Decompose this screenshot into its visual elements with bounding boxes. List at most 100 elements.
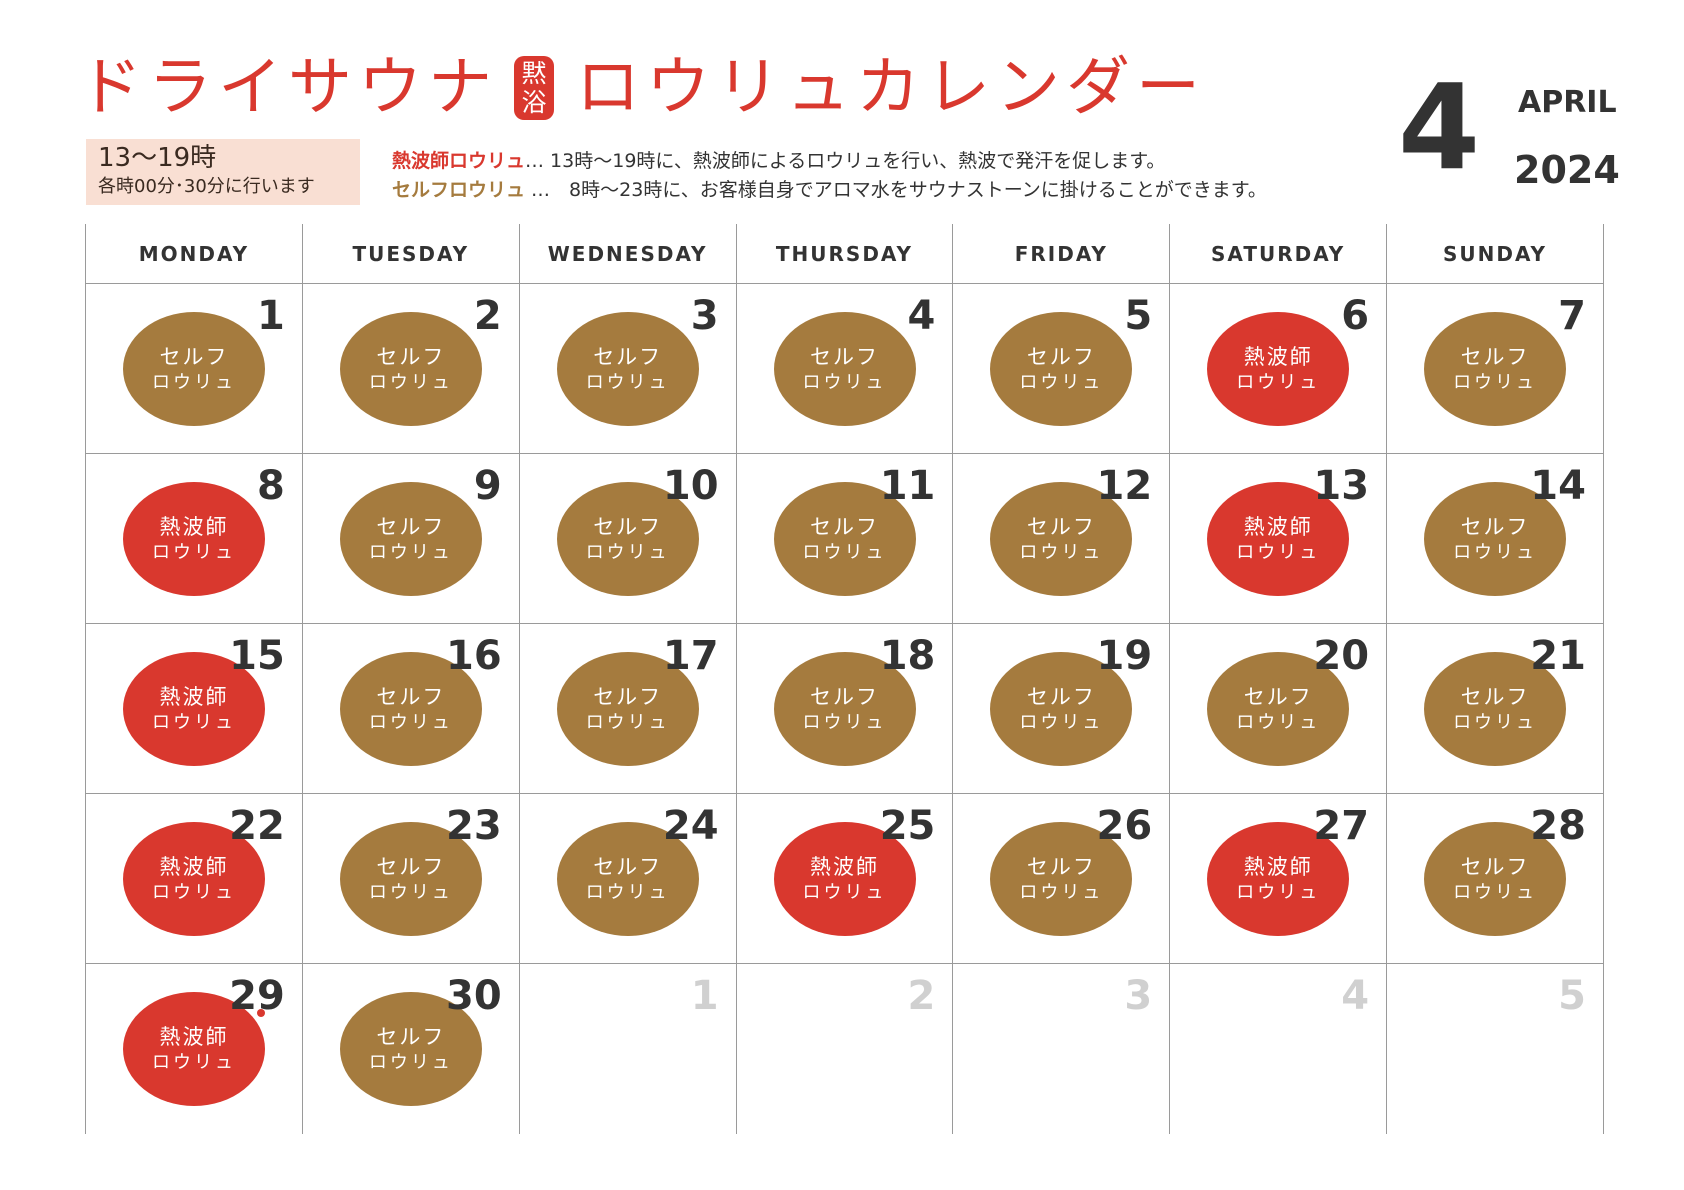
day-cell: 3 [953,964,1171,1134]
marker-label-line2: ロウリュ [152,712,236,733]
day-cell: セルフ ロウリュ 1 [86,284,303,454]
marker-label-line1: セルフ [1460,345,1530,369]
day-number: 27 [1313,803,1370,849]
weekday-header: WEDNESDAY [519,224,737,284]
marker-label-line2: ロウリュ [585,542,670,563]
self-loyly-marker: セルフ ロウリュ [339,312,482,426]
time-info-box: 13〜19時 各時00分･30分に行います [86,139,360,205]
day-number: 14 [1530,463,1586,509]
day-number: 21 [1530,633,1586,679]
marker-label-line1: セルフ [593,515,663,539]
day-number: 4 [907,293,936,339]
day-number: 11 [879,463,936,509]
day-cell: セルフ ロウリュ 23 [302,794,520,964]
marker-label-line2: ロウリュ [1019,712,1104,733]
heat-master-loyly-marker: 熱波師 ロウリュ [1207,482,1350,596]
day-cell: セルフ ロウリュ 12 [953,454,1171,624]
day-number: 3 [690,293,719,339]
self-loyly-marker: セルフ ロウリュ [1424,482,1567,596]
day-number: 20 [1313,633,1370,679]
week-row: 熱波師 ロウリュ 29 セルフ ロウリュ 30 1 2 3 4 5 [86,964,1604,1134]
day-number: 25 [879,803,936,849]
weekday-header: SUNDAY [1387,224,1604,284]
legend-text-self: … 8時〜23時に、お客様自身でアロマ水をサウナストーンに掛けることができます。 [525,179,1267,201]
legend-row-hot: 熱波師ロウリュ… 13時〜19時に、熱波師によるロウリュを行い、熱波で発汗を促し… [392,147,1267,176]
day-number: 12 [1096,463,1153,509]
heat-master-loyly-marker: 熱波師 ロウリュ [1207,312,1350,426]
weekday-header: FRIDAY [953,224,1171,284]
marker-label-line1: セルフ [1026,515,1096,539]
marker-label-line2: ロウリュ [152,882,236,903]
day-number: 22 [229,803,285,849]
month-name: APRIL [1518,85,1617,120]
marker-label-line2: ロウリュ [1236,542,1321,563]
legend-text-hot: … 13時〜19時に、熱波師によるロウリュを行い、熱波で発汗を促します。 [525,150,1166,172]
day-number: 16 [446,633,502,679]
weekday-header: TUESDAY [302,224,520,284]
self-loyly-marker: セルフ ロウリュ [556,482,699,596]
marker-label-line2: ロウリュ [585,882,670,903]
year: 2024 [1514,148,1620,192]
self-loyly-marker: セルフ ロウリュ [990,482,1133,596]
marker-label-line2: ロウリュ [1453,882,1538,903]
marker-label-line1: セルフ [376,345,446,369]
marker-label-line1: セルフ [810,685,880,709]
day-cell: セルフ ロウリュ 20 [1170,624,1388,794]
day-cell: セルフ ロウリュ 4 [736,284,954,454]
marker-label-line2: ロウリュ [1019,372,1104,393]
weekday-header: MONDAY [86,224,303,284]
weekday-header: SATURDAY [1170,224,1388,284]
day-cell: 熱波師 ロウリュ 22 [86,794,303,964]
marker-label-line1: 熱波師 [159,515,229,539]
weekday-header: THURSDAY [736,224,954,284]
day-number: 6 [1341,293,1370,339]
day-cell: セルフ ロウリュ 10 [519,454,737,624]
marker-label-line2: ロウリュ [1453,372,1538,393]
self-loyly-marker: セルフ ロウリュ [123,312,265,426]
marker-label-line1: セルフ [1460,855,1530,879]
day-number: 17 [662,633,719,679]
self-loyly-marker: セルフ ロウリュ [339,992,482,1106]
week-row: 熱波師 ロウリュ 8 セルフ ロウリュ 9 セルフ ロウリュ 10 セルフ ロウリュ 11 セルフ ロウリ… [86,454,1604,624]
marker-label-line2: ロウリュ [802,372,887,393]
marker-label-line2: ロウリュ [585,712,670,733]
self-loyly-marker: セルフ ロウリュ [773,652,916,766]
badge-char-1: 黙 [521,59,547,88]
day-number: 8 [257,463,285,509]
marker-label-line1: 熱波師 [810,855,880,879]
month-number: 4 [1398,58,1481,196]
next-month-day-number: 3 [1124,973,1153,1019]
self-loyly-marker: セルフ ロウリュ [990,312,1133,426]
day-cell: 4 [1170,964,1388,1134]
day-cell: 熱波師 ロウリュ 27 [1170,794,1388,964]
marker-label-line2: ロウリュ [802,542,887,563]
marker-label-line2: ロウリュ [802,712,887,733]
marker-label-line1: セルフ [376,855,446,879]
legend: 熱波師ロウリュ… 13時〜19時に、熱波師によるロウリュを行い、熱波で発汗を促し… [392,147,1267,205]
silent-bath-badge: 黙 浴 [514,56,554,120]
next-month-day-number: 2 [907,973,936,1019]
marker-label-line2: ロウリュ [1019,542,1104,563]
next-month-day-number: 4 [1341,973,1370,1019]
marker-label-line1: 熱波師 [159,685,229,709]
marker-label-line2: ロウリュ [368,882,453,903]
day-number: 1 [257,293,285,339]
title-loyly-calendar: ロウリュカレンダー [576,51,1206,125]
day-number: 23 [446,803,502,849]
marker-label-line2: ロウリュ [1236,372,1321,393]
day-cell: セルフ ロウリュ 19 [953,624,1171,794]
day-cell: 熱波師 ロウリュ 8 [86,454,303,624]
marker-label-line2: ロウリュ [368,1052,453,1073]
marker-label-line2: ロウリュ [152,372,236,393]
day-cell: セルフ ロウリュ 5 [953,284,1171,454]
day-cell: セルフ ロウリュ 28 [1387,794,1604,964]
legend-label-self: セルフロウリュ [392,179,526,201]
day-cell: セルフ ロウリュ 26 [953,794,1171,964]
marker-label-line1: セルフ [593,855,663,879]
marker-label-line2: ロウリュ [368,372,453,393]
calendar-title: ドライサウナ 黙 浴 ロウリュカレンダー [78,48,1206,128]
day-cell: 2 [737,964,954,1134]
self-loyly-marker: セルフ ロウリュ [339,822,482,936]
marker-label-line2: ロウリュ [1453,542,1538,563]
day-number: 30 [446,973,502,1019]
